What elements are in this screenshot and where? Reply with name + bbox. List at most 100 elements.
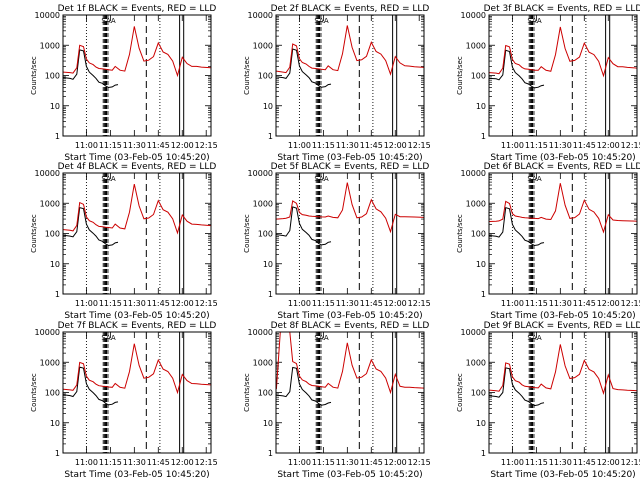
x-axis-label: Start Time (03-Feb-05 10:45:20): [64, 311, 209, 321]
y-tick-label: 10: [50, 102, 60, 111]
x-tick-label: 12:00: [171, 141, 194, 150]
series-line-lld: [275, 331, 425, 395]
y-tick-label: 1000: [253, 199, 273, 208]
x-tick-label: 11:45: [147, 299, 170, 308]
y-tick-label: 100: [45, 230, 60, 239]
panel-title: Det 2f BLACK = Events, RED = LLD: [271, 4, 430, 14]
y-tick-label: 1000: [466, 358, 486, 367]
x-tick-label: 11:45: [573, 458, 596, 467]
y-axis-label: Counts/sec: [30, 373, 38, 412]
y-axis-label: Counts/sec: [456, 373, 464, 412]
x-axis-label: Start Time (03-Feb-05 10:45:20): [64, 470, 209, 480]
y-tick-label: 1000: [253, 41, 273, 50]
series-line-lld: [276, 182, 425, 234]
x-tick-label: 12:15: [621, 141, 640, 150]
series-line-events: [63, 366, 119, 406]
series-line-events: [276, 366, 332, 406]
saa-label: SAA: [101, 334, 116, 342]
x-tick-label: 12:00: [384, 299, 407, 308]
y-tick-label: 1: [481, 132, 486, 141]
y-tick-label: 10000: [461, 169, 486, 178]
y-tick-label: 10000: [248, 169, 273, 178]
series-line-lld: [63, 26, 212, 78]
y-axis-label: Counts/sec: [456, 56, 464, 95]
series-line-events: [276, 48, 332, 88]
x-tick-label: 12:00: [597, 299, 620, 308]
x-tick-label: 12:15: [408, 458, 431, 467]
x-tick-label: 12:15: [195, 141, 218, 150]
plot-frame: [275, 14, 425, 137]
y-tick-label: 100: [258, 72, 273, 81]
saa-label: SAA: [314, 334, 329, 342]
x-tick-label: 11:00: [75, 141, 98, 150]
y-tick-label: 10000: [35, 328, 60, 337]
x-tick-label: 11:45: [573, 299, 596, 308]
x-axis-label: Start Time (03-Feb-05 10:45:20): [64, 153, 209, 163]
series-line-events: [489, 49, 545, 89]
x-tick-label: 12:15: [195, 458, 218, 467]
x-tick-label: 11:15: [312, 299, 335, 308]
panel-1: Det 1f BLACK = Events, RED = LLD Start Ti…: [30, 4, 218, 163]
panel-5: Det 5f BLACK = Events, RED = LLD Start Ti…: [243, 162, 431, 321]
y-tick-label: 1000: [40, 199, 60, 208]
x-tick-label: 12:00: [597, 141, 620, 150]
y-tick-label: 10000: [248, 11, 273, 20]
x-axis-label: Start Time (03-Feb-05 10:45:20): [490, 470, 635, 480]
y-tick-label: 1000: [40, 358, 60, 367]
x-tick-label: 11:30: [123, 299, 146, 308]
x-tick-label: 11:45: [360, 458, 383, 467]
x-axis-label: Start Time (03-Feb-05 10:45:20): [277, 470, 422, 480]
y-tick-label: 100: [45, 389, 60, 398]
x-tick-label: 12:15: [195, 299, 218, 308]
x-axis-label: Start Time (03-Feb-05 10:45:20): [277, 311, 422, 321]
x-tick-label: 11:30: [336, 458, 359, 467]
panel-9: Det 9f BLACK = Events, RED = LLD Start Ti…: [456, 321, 640, 480]
series-line-events: [276, 206, 332, 246]
y-tick-label: 10: [476, 260, 486, 269]
series-line-events: [63, 206, 119, 247]
y-tick-label: 10000: [35, 169, 60, 178]
x-tick-label: 12:15: [408, 141, 431, 150]
y-tick-label: 1: [481, 449, 486, 458]
series-line-lld: [489, 183, 638, 234]
x-tick-label: 11:15: [99, 141, 122, 150]
panel-title: Det 1f BLACK = Events, RED = LLD: [58, 4, 217, 14]
x-tick-label: 11:45: [573, 141, 596, 150]
x-tick-label: 11:30: [123, 141, 146, 150]
x-tick-label: 12:00: [171, 299, 194, 308]
plot-frame: [488, 14, 638, 137]
x-tick-label: 12:15: [621, 458, 640, 467]
y-tick-label: 100: [471, 72, 486, 81]
x-tick-label: 11:30: [336, 299, 359, 308]
y-tick-label: 10000: [35, 11, 60, 20]
x-tick-label: 11:45: [360, 299, 383, 308]
saa-label: SAA: [101, 175, 116, 183]
panel-6: Det 6f BLACK = Events, RED = LLD Start Ti…: [456, 162, 640, 321]
y-tick-label: 100: [45, 72, 60, 81]
plot-frame: [488, 331, 638, 454]
saa-label: SAA: [527, 17, 542, 25]
series-line-lld: [63, 183, 212, 235]
y-tick-label: 10000: [248, 328, 273, 337]
panel-2: Det 2f BLACK = Events, RED = LLD Start Ti…: [243, 4, 431, 163]
x-tick-label: 11:00: [501, 299, 524, 308]
y-axis-label: Counts/sec: [30, 214, 38, 253]
x-axis-label: Start Time (03-Feb-05 10:45:20): [490, 153, 635, 163]
plot-frame: [62, 14, 212, 137]
plot-frame: [275, 331, 425, 454]
y-tick-label: 1000: [466, 199, 486, 208]
panel-title: Det 7f BLACK = Events, RED = LLD: [58, 321, 217, 331]
y-tick-label: 100: [258, 389, 273, 398]
panel-7: Det 7f BLACK = Events, RED = LLD Start Ti…: [30, 321, 218, 480]
panel-3: Det 3f BLACK = Events, RED = LLD Start Ti…: [456, 4, 640, 163]
x-tick-label: 11:00: [288, 458, 311, 467]
x-tick-label: 12:15: [408, 299, 431, 308]
plot-frame: [488, 172, 638, 295]
x-tick-label: 11:30: [549, 458, 572, 467]
x-tick-label: 11:00: [501, 141, 524, 150]
y-tick-label: 10: [263, 260, 273, 269]
x-tick-label: 11:15: [525, 458, 548, 467]
plot-frame: [62, 172, 212, 295]
y-tick-label: 10: [263, 419, 273, 428]
x-tick-label: 11:45: [147, 458, 170, 467]
